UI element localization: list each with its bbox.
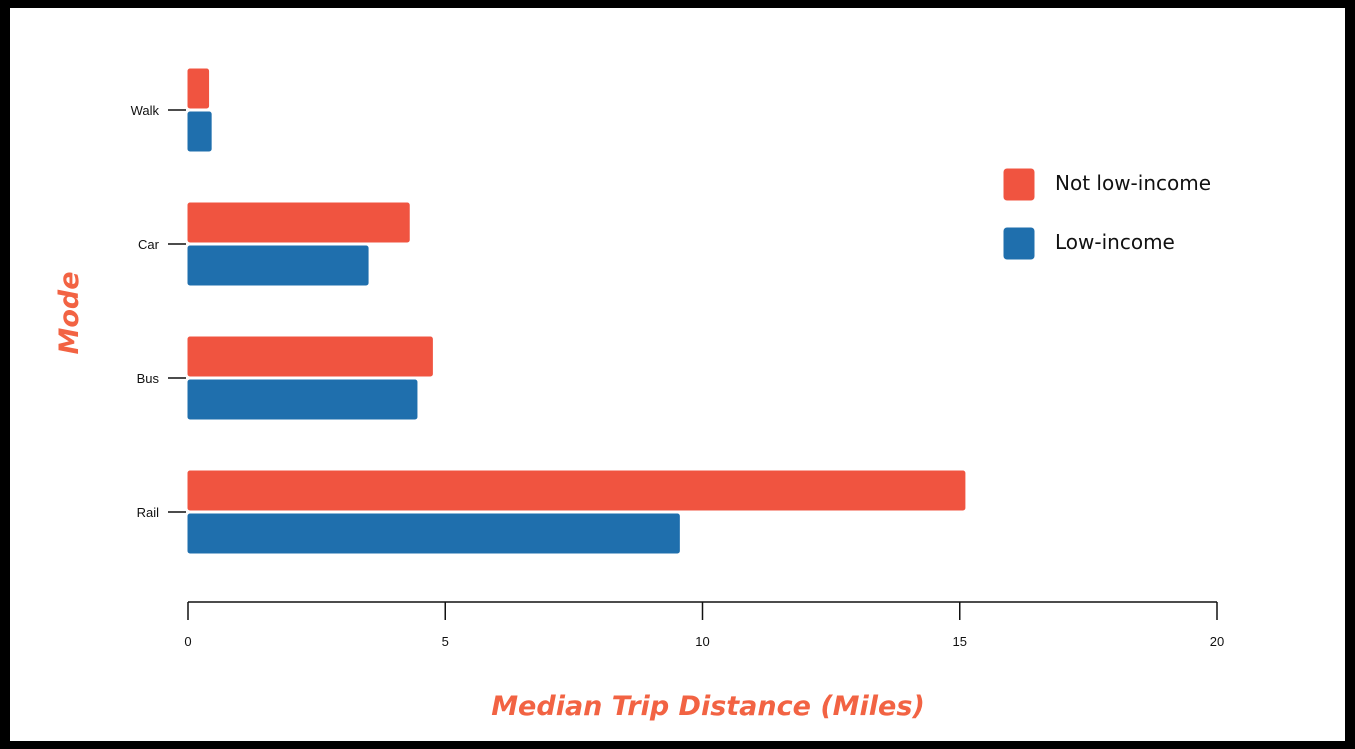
x-tick-label-15: 15 <box>953 634 967 649</box>
x-tick-label-20: 20 <box>1210 634 1224 649</box>
legend-label-low-income: Low-income <box>1055 230 1175 254</box>
legend-label-not-low-income: Not low-income <box>1055 171 1211 195</box>
legend: Not low-income Low-income <box>1003 168 1211 260</box>
x-tick-label-0: 0 <box>184 634 191 649</box>
bar-bus-low-income <box>187 379 418 420</box>
bar-car-not-low-income <box>187 202 410 243</box>
bar-walk-low-income <box>187 111 212 152</box>
bar-rail-low-income <box>187 513 680 554</box>
bar-walk-not-low-income <box>187 68 210 109</box>
x-tick-label-10: 10 <box>695 634 709 649</box>
y-axis: Walk Car Bus Rail <box>131 103 186 520</box>
y-tick-label-rail: Rail <box>137 505 160 520</box>
y-tick-label-car: Car <box>138 237 160 252</box>
bar-rail-not-low-income <box>187 470 966 511</box>
x-tick-label-5: 5 <box>442 634 449 649</box>
x-axis-title: Median Trip Distance (Miles) <box>491 691 925 722</box>
bar-bus-not-low-income <box>187 336 433 377</box>
x-axis: 0 5 10 15 20 <box>184 601 1224 649</box>
y-axis-title: Mode <box>54 271 85 354</box>
legend-swatch-not-low-income <box>1003 168 1035 201</box>
bars-group <box>187 68 966 554</box>
bar-car-low-income <box>187 245 369 286</box>
y-tick-label-bus: Bus <box>137 371 160 386</box>
y-tick-label-walk: Walk <box>131 103 160 118</box>
legend-swatch-low-income <box>1003 227 1035 260</box>
